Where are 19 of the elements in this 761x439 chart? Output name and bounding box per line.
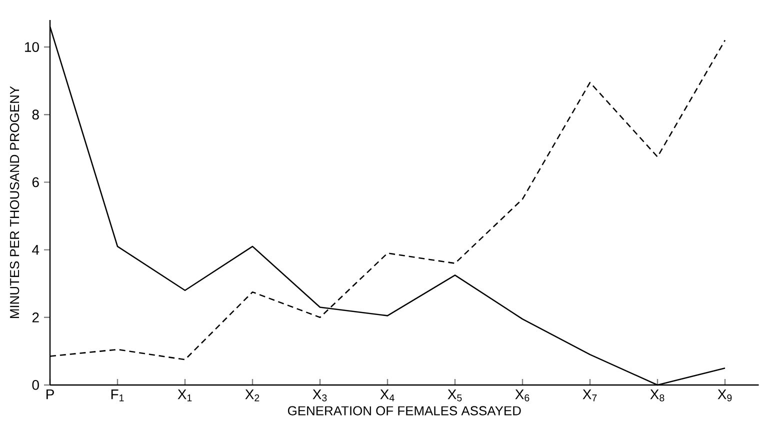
x-tick-label: X$_{2}$ <box>245 390 260 402</box>
x-tick-label: X$_{7}$ <box>582 390 597 402</box>
x-tick-label: X$_{3}$ <box>312 390 327 402</box>
x-tick-label: X$_{5}$ <box>448 390 462 402</box>
x-tick-label: X$_{8}$ <box>650 390 664 402</box>
y-tick-label: 0 <box>32 380 39 390</box>
x-tick-label: X$_{4}$ <box>380 390 394 402</box>
x-tick-label: X$_{9}$ <box>718 390 732 402</box>
y-axis-title: MINUTES PER THOUSAND PROGENY <box>10 86 20 318</box>
y-tick-label: 6 <box>32 177 39 188</box>
x-tick-label: F$_{1}$ <box>111 390 124 402</box>
y-tick-label: 10 <box>25 42 39 52</box>
y-tick-label: 8 <box>32 110 39 120</box>
y-tick-label: 4 <box>32 245 40 255</box>
x-tick-label: X$_{1}$ <box>178 390 192 402</box>
x-tick-label: X$_{6}$ <box>515 390 530 402</box>
y-tick-label: 2 <box>32 312 39 322</box>
x-axis-title: GENERATION OF FEMALES ASSAYED <box>288 406 521 416</box>
x-tick-label: P <box>46 390 54 400</box>
